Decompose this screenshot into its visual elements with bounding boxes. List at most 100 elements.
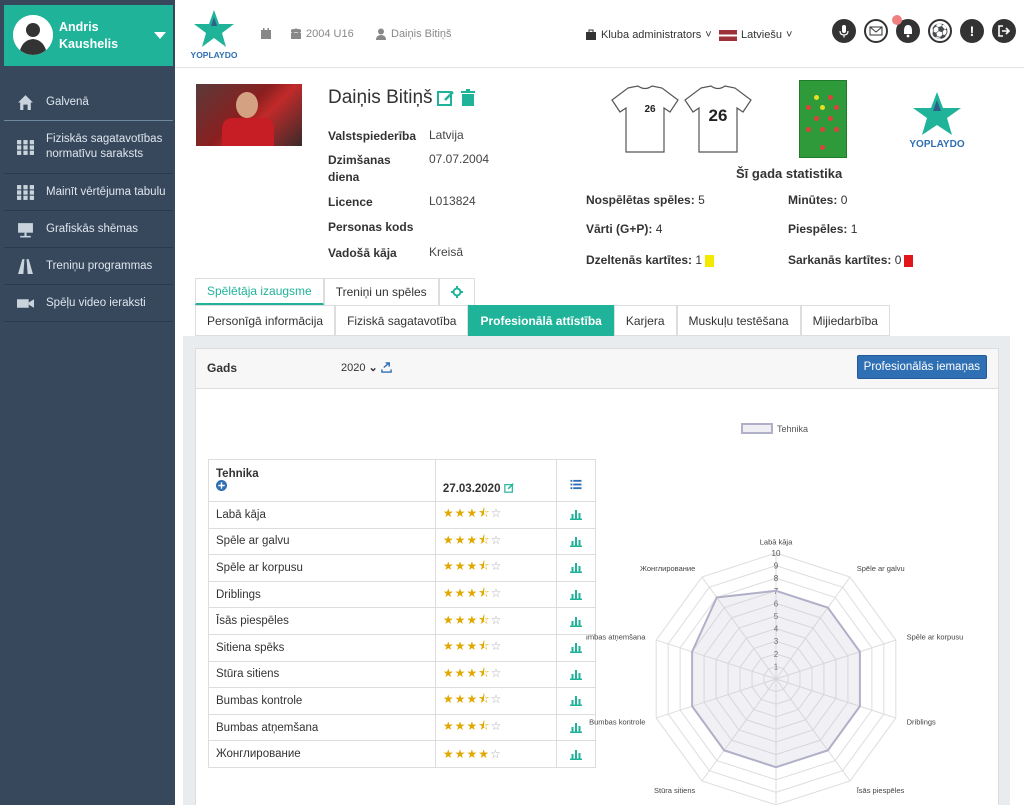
radar-spoke (775, 639, 896, 680)
professional-skills-button[interactable]: Profesionālās iemaņas (856, 355, 987, 379)
breadcrumb-calendar[interactable] (260, 28, 272, 40)
tab-career[interactable]: Karjera (613, 305, 677, 336)
skill-chart-cell[interactable] (556, 740, 596, 768)
jersey-number-large: 26 (709, 106, 728, 125)
star-rating[interactable]: ★★★⯪☆ (442, 639, 503, 654)
skill-rating[interactable]: ★★★★☆ (434, 740, 558, 768)
info-label: Vadošā kāja (328, 246, 397, 260)
logout-icon[interactable] (992, 19, 1016, 43)
sidebar-item-schemes[interactable]: Grafiskās shēmas (4, 211, 173, 248)
skill-name-text: Stūra sitiens (216, 668, 280, 681)
star-rating[interactable]: ★★★⯪☆ (442, 559, 503, 574)
star-rating[interactable]: ★★★⯪☆ (442, 612, 503, 627)
sidebar-item-label: Mainīt vērtējuma tabulu (46, 185, 166, 198)
sidebar-item-videos[interactable]: Spēļu video ieraksti (4, 285, 173, 322)
star-rating[interactable]: ★★★⯪☆ (442, 532, 503, 547)
tab-settings[interactable] (438, 278, 475, 305)
skill-rating[interactable]: ★★★⯪☆ (434, 554, 558, 582)
bar-chart-icon[interactable] (570, 616, 583, 627)
logo-text: YOPLAYDO (191, 50, 238, 59)
tab-personal-info[interactable]: Personīgā informācija (195, 305, 336, 336)
skill-chart-cell[interactable] (556, 580, 596, 609)
bar-chart-icon[interactable] (570, 642, 583, 654)
yoplaydo-logo[interactable]: YOPLAYDO (189, 7, 239, 59)
bar-chart-icon[interactable] (570, 589, 583, 601)
bar-chart-icon[interactable] (570, 562, 583, 574)
bar-chart-icon[interactable] (570, 695, 583, 707)
tab-physical[interactable]: Fiziskā sagatavotība (335, 305, 469, 336)
skill-rating[interactable]: ★★★⯪☆ (434, 607, 558, 635)
tab-trainings-games[interactable]: Treniņi un spēles (323, 278, 439, 305)
bar-chart-icon[interactable] (570, 749, 583, 760)
table-row: Īsās piespēles ★★★⯪☆ (208, 607, 596, 635)
radar-spoke (656, 639, 777, 680)
skill-chart-cell[interactable] (556, 554, 596, 582)
skill-rating[interactable]: ★★★⯪☆ (434, 633, 558, 662)
board-icon (4, 221, 46, 238)
bar-chart-icon[interactable] (570, 669, 583, 680)
bar-chart-icon[interactable] (570, 722, 583, 734)
tab-muscle-testing[interactable]: Muskuļu testēšana (676, 305, 801, 336)
skill-rating[interactable]: ★★★⯪☆ (434, 580, 558, 609)
export-icon[interactable] (380, 362, 392, 373)
tab-professional[interactable]: Profesionālā attīstība (468, 305, 614, 336)
list-icon[interactable] (570, 479, 582, 490)
stat-value: 1 (695, 253, 703, 267)
star-rating[interactable]: ★★★⯪☆ (442, 506, 503, 521)
team-label: 2004 U16 (306, 28, 354, 40)
skill-rating[interactable]: ★★★⯪☆ (434, 687, 558, 715)
user-menu[interactable]: Andris Kaushelis (4, 5, 173, 66)
alert-icon[interactable]: ! (960, 19, 984, 43)
skill-rating[interactable]: ★★★⯪☆ (434, 527, 558, 556)
sidebar-item-programs[interactable]: Treniņu programmas (4, 248, 173, 285)
edit-icon[interactable] (503, 483, 514, 493)
trash-icon[interactable] (459, 89, 477, 107)
edit-icon[interactable] (436, 89, 455, 107)
plus-circle-icon[interactable] (216, 479, 227, 491)
sidebar-item-home[interactable]: Galvenā (4, 84, 173, 121)
skill-name-text: Labā kāja (216, 508, 266, 521)
skill-chart-cell[interactable] (556, 501, 596, 529)
tab-interaction[interactable]: Mijiedarbība (800, 305, 890, 336)
avatar (13, 15, 53, 55)
skill-name-text: Spēle ar korpusu (216, 561, 303, 574)
skill-rating[interactable]: ★★★⯪☆ (434, 660, 558, 689)
toolbar-icons: ⚽ ! (832, 15, 1016, 43)
table-row: Driblings ★★★⯪☆ (208, 580, 596, 609)
tab-player-growth[interactable]: Spēlētāja izaugsme (195, 278, 324, 305)
skill-name-text: Īsās piespēles (216, 615, 289, 628)
star-rating[interactable]: ★★★⯪☆ (442, 665, 503, 680)
ball-icon[interactable]: ⚽ (928, 19, 952, 43)
stat-goals: Vārti (G+P): 4 (586, 222, 662, 236)
skill-chart-cell[interactable] (556, 527, 596, 556)
sidebar-menu: Galvenā Fiziskās sagatavotības normatīvu… (4, 84, 173, 322)
yellow-card-icon (705, 254, 715, 267)
microphone-icon[interactable] (832, 19, 856, 43)
sidebar-item-rating-table[interactable]: Mainīt vērtējuma tabulu (4, 174, 173, 211)
star-rating[interactable]: ★★★⯪☆ (442, 719, 503, 734)
chevron-down-icon[interactable] (154, 32, 166, 39)
radar-axis-label: Īsās piespēles (857, 786, 905, 795)
bell-icon[interactable] (892, 15, 920, 43)
role-dropdown[interactable]: Kluba administrators ˅ (585, 29, 712, 41)
skill-rating[interactable]: ★★★⯪☆ (434, 501, 558, 529)
star-rating[interactable]: ★★★⯪☆ (442, 692, 503, 707)
skill-chart-cell[interactable] (556, 713, 596, 742)
skill-rating[interactable]: ★★★⯪☆ (434, 713, 558, 742)
bar-chart-icon[interactable] (570, 509, 583, 521)
stat-minutes: Minūtes: 0 (788, 193, 847, 207)
star-rating[interactable]: ★★★★☆ (442, 747, 502, 762)
breadcrumb-player[interactable]: Daiņis Bitiņš (375, 28, 452, 40)
secondary-tabs: Personīgā informācija Fiziskā sagatavotī… (195, 305, 890, 336)
road-icon (4, 258, 46, 275)
bar-chart-icon[interactable] (570, 536, 583, 547)
sidebar-item-norms[interactable]: Fiziskās sagatavotības normatīvu sarakst… (4, 121, 173, 174)
sidebar: Andris Kaushelis Galvenā Fiziskās sagata… (0, 0, 175, 805)
year-selector[interactable]: 2020 ⌄ (341, 361, 392, 374)
mail-icon[interactable] (864, 19, 888, 43)
breadcrumb-team[interactable]: 2004 U16 (290, 28, 354, 40)
skill-name-text: Spēle ar galvu (216, 535, 290, 548)
language-dropdown[interactable]: Latviešu ˅ (719, 29, 792, 41)
radar-tick-label: 9 (774, 562, 779, 571)
star-rating[interactable]: ★★★⯪☆ (442, 586, 503, 601)
